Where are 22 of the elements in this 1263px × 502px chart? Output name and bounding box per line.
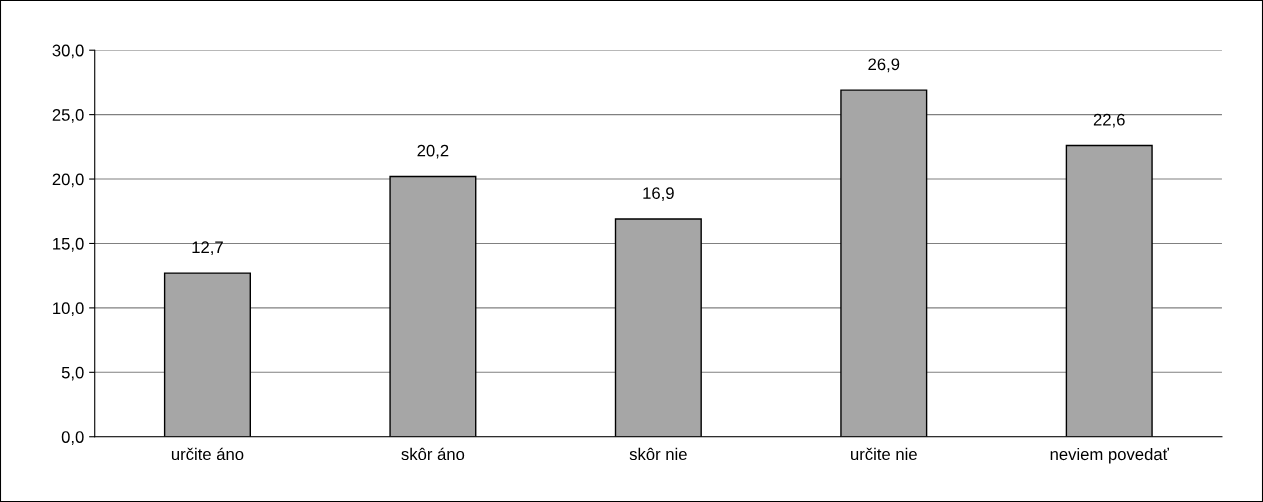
y-tick-label: 30,0 — [52, 44, 84, 59]
data-label: 26,9 — [868, 58, 900, 73]
bar — [840, 89, 928, 437]
y-tick-label: 0,0 — [61, 431, 84, 445]
y-tick-label: 15,0 — [53, 237, 84, 252]
bar — [1065, 144, 1153, 437]
bar — [614, 218, 702, 437]
data-label: 22,6 — [1093, 113, 1125, 128]
bar — [389, 175, 477, 437]
x-tick-label: určite nie — [851, 447, 917, 461]
y-tick-label: 5,0 — [61, 366, 84, 381]
y-tick-label: 25,0 — [52, 109, 84, 123]
bar — [163, 272, 251, 437]
data-label: 12,7 — [192, 241, 223, 256]
x-tick-label: skôr nie — [629, 447, 687, 461]
x-tick-label: určite áno — [171, 447, 244, 461]
data-label: 20,2 — [417, 144, 449, 159]
y-tick-label: 10,0 — [53, 302, 84, 317]
x-tick-label: neviem povedať — [1050, 447, 1170, 464]
x-tick-label: skôr áno — [401, 447, 465, 461]
data-label: 16,9 — [643, 187, 674, 201]
y-tick-label: 20,0 — [52, 173, 84, 188]
